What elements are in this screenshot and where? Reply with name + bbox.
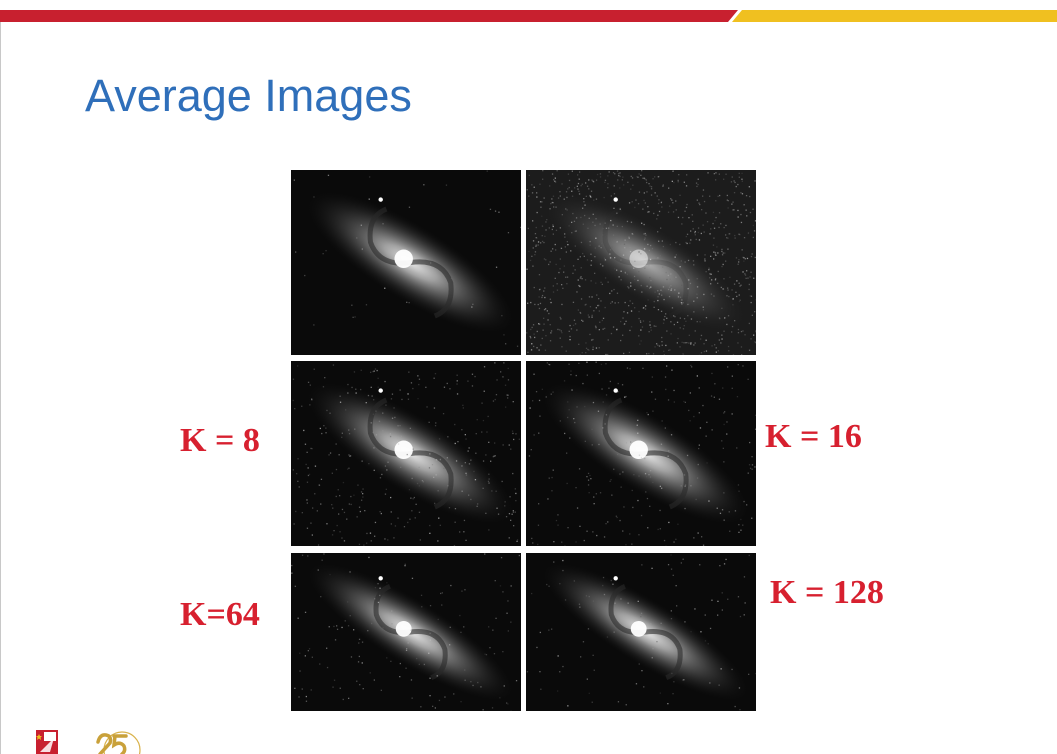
galaxy-image-k128 — [526, 553, 756, 711]
label-k128: K = 128 — [770, 574, 884, 611]
galaxy-image-noisy — [526, 170, 756, 355]
slide-title: Average Images — [85, 70, 412, 121]
galaxy-render — [526, 170, 756, 355]
galaxy-render — [291, 170, 521, 355]
slide-left-border — [0, 22, 1, 754]
galaxy-image-k8 — [291, 361, 521, 546]
label-k8: K = 8 — [180, 422, 260, 459]
galaxy-render — [526, 361, 756, 546]
label-k16: K = 16 — [765, 418, 862, 455]
galaxy-render — [526, 553, 756, 711]
university-logos — [36, 730, 141, 754]
galaxy-image-k64 — [291, 553, 521, 711]
galaxy-image-k16 — [526, 361, 756, 546]
header-bar-red — [0, 10, 738, 22]
galaxy-render — [291, 361, 521, 546]
header-bar-yellow — [732, 10, 1057, 22]
label-k64: K=64 — [180, 596, 260, 633]
header-accent-bar — [0, 10, 1057, 22]
galaxy-image-original — [291, 170, 521, 355]
anniversary-25-logo — [96, 731, 141, 754]
university-logo — [36, 730, 58, 754]
galaxy-render — [291, 553, 521, 711]
